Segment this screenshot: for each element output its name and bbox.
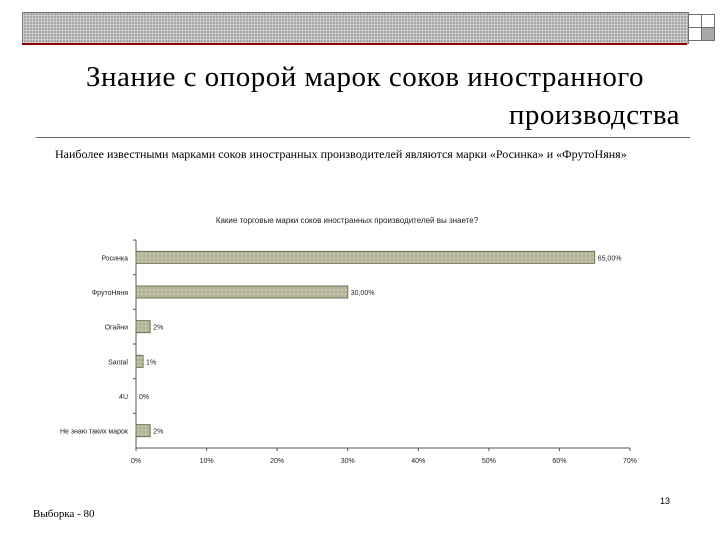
bar	[135, 354, 144, 368]
accent-line	[22, 43, 687, 45]
bar	[135, 250, 596, 264]
category-label: Не знаю таких марок	[60, 429, 129, 436]
chart-title: Какие торговые марки соков иностранных п…	[216, 216, 479, 225]
slide-title-line1: Знание с опорой марок соков иностранного	[85, 61, 645, 93]
bar	[135, 424, 151, 438]
bar	[135, 285, 349, 299]
corner-square	[701, 27, 715, 41]
category-label: Росинка	[101, 255, 128, 262]
x-tick-label: 30%	[341, 458, 355, 465]
category-label: ФрутоНяня	[92, 290, 128, 297]
category-label: Огайни	[105, 324, 129, 332]
title-divider	[36, 137, 690, 138]
value-label: 65,00%	[598, 255, 622, 262]
slide-title-line2: производства	[508, 99, 680, 131]
chart-plot-area: 0% 10% 20% 30% 40% 50% 60% 70% Росинка 65,00% Фрут…	[60, 239, 637, 465]
x-tick-label: 20%	[270, 458, 284, 465]
decorative-top-bar	[22, 12, 689, 44]
value-label: 2%	[153, 325, 163, 332]
x-tick-label: 70%	[623, 458, 637, 465]
x-tick-label: 50%	[482, 458, 496, 465]
value-label: 1%	[146, 359, 156, 366]
category-label: 4U	[119, 394, 128, 401]
value-label: 30,00%	[351, 290, 375, 297]
x-tick-label: 40%	[411, 458, 425, 465]
page-number: 13	[660, 496, 671, 506]
category-label: Santal	[108, 359, 128, 366]
x-tick-label: 0%	[131, 458, 141, 465]
x-tick-label: 10%	[200, 458, 214, 465]
slide-title: Знание с опорой марок соков иностранного…	[40, 58, 680, 134]
x-tick-label: 60%	[552, 458, 566, 465]
slide-subtitle: Наиболее известными марками соков иностр…	[55, 147, 627, 161]
bar	[135, 320, 151, 334]
value-label: 2%	[153, 429, 163, 436]
value-label: 0%	[139, 394, 149, 401]
sample-size-note: Выборка - 80	[33, 508, 95, 520]
